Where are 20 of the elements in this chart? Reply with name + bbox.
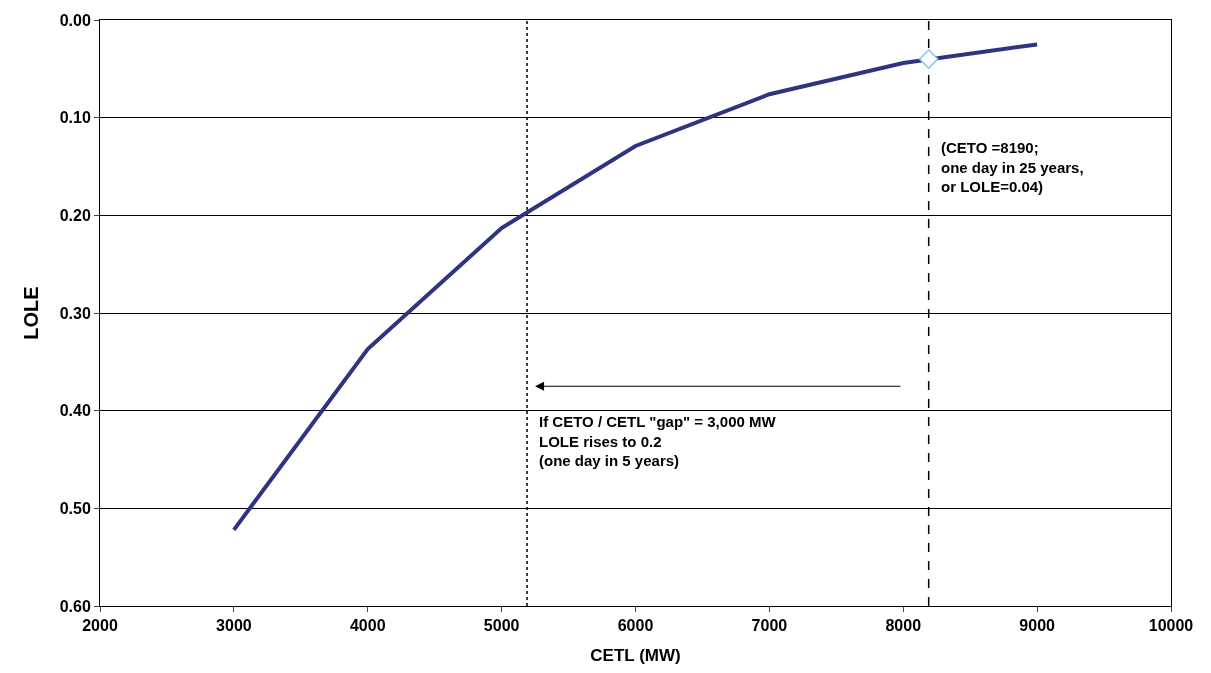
x-tick-label: 5000 [483, 617, 520, 635]
y-tick-label: 0.20 [59, 206, 91, 224]
x-axis-title: CETL (MW) [590, 645, 681, 665]
x-tick-label: 7000 [751, 617, 788, 635]
x-tick-label: 3000 [216, 617, 252, 635]
x-tick-label: 4000 [349, 617, 386, 635]
annotation: If CETO / CETL "gap" = 3,000 MW LOLE rises to 0.2 (one day in 5 years) [539, 413, 777, 469]
y-tick-label: 0.30 [59, 304, 91, 322]
y-tick-label: 0.10 [59, 109, 91, 127]
y-tick-label: 0.60 [59, 597, 91, 615]
x-tick-label: 2000 [82, 617, 118, 635]
annotation: (CETO =8190; one day in 25 years, or LOLE=0.04) [941, 139, 1084, 195]
x-tick-label: 6000 [617, 617, 654, 635]
x-tick-label: 9000 [1019, 617, 1056, 635]
y-tick-label: 0.50 [59, 499, 91, 517]
y-tick-label: 0.00 [59, 11, 91, 29]
y-tick-label: 0.40 [59, 402, 91, 420]
y-axis-title: LOLE [20, 286, 43, 340]
x-tick-label: 10000 [1148, 617, 1194, 635]
x-tick-label: 8000 [885, 617, 922, 635]
